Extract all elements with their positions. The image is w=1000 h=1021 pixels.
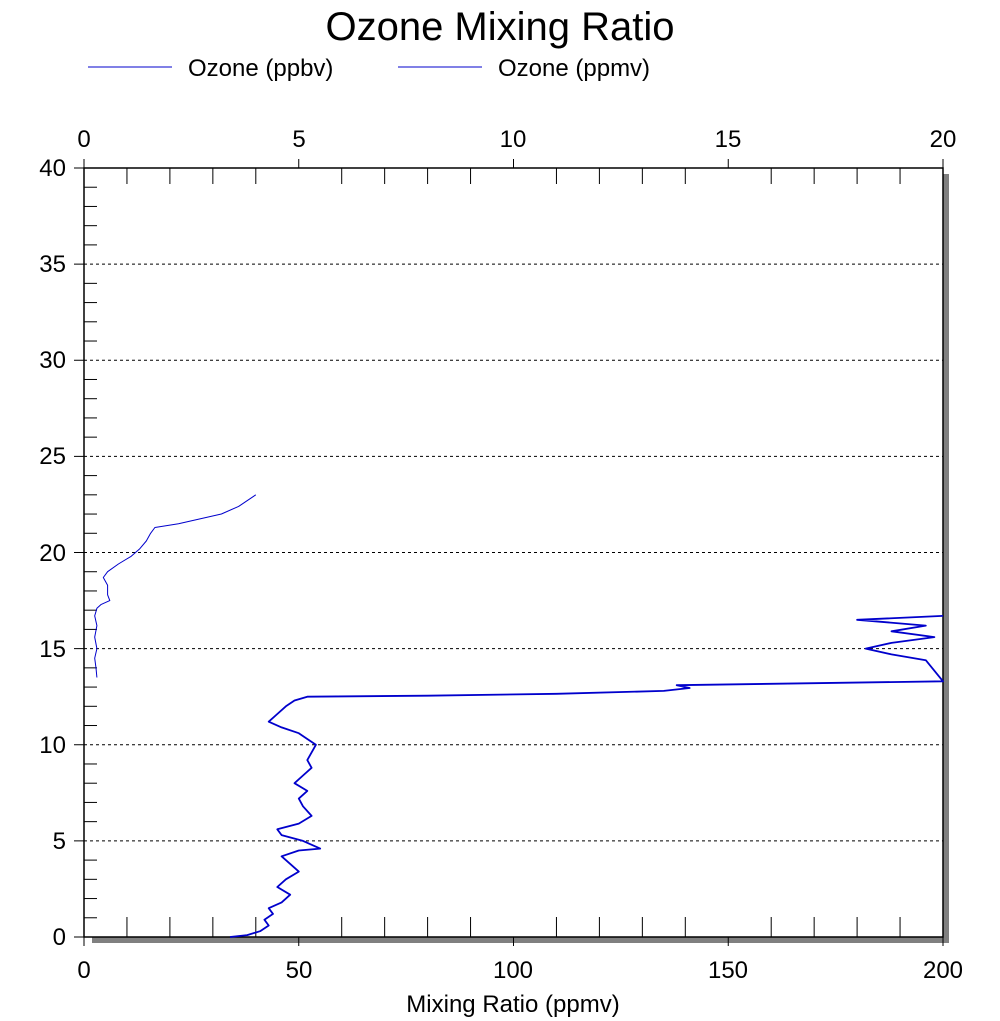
y-tick-label: 30 <box>39 347 66 374</box>
series-line-ozone-ppmv <box>94 494 257 678</box>
top-tick-label: 20 <box>930 126 957 153</box>
y-tick-label: 0 <box>53 924 66 951</box>
y-tick-label: 40 <box>39 155 66 182</box>
plot-shadow-bottom <box>92 937 949 943</box>
bottom-tick-label: 150 <box>708 957 748 984</box>
minor-ticks <box>74 159 944 946</box>
y-tick-label: 15 <box>39 636 66 663</box>
y-axis-ticks: 0 5 10 15 20 25 30 35 40 <box>39 155 66 951</box>
series-layer <box>94 494 944 938</box>
top-tick-label: 10 <box>500 126 527 153</box>
bottom-tick-label: 50 <box>286 957 313 984</box>
series-line-ozone-ppbv <box>229 615 944 938</box>
bottom-axis-ticks: 0 50 100 150 200 <box>77 957 963 984</box>
y-tick-label: 25 <box>39 443 66 470</box>
plot-shadow-right <box>943 174 949 943</box>
bottom-tick-label: 200 <box>923 957 963 984</box>
y-tick-label: 20 <box>39 540 66 567</box>
top-tick-label: 15 <box>715 126 742 153</box>
top-tick-label: 5 <box>292 126 305 153</box>
legend-label-ozone-ppbv: Ozone (ppbv) <box>188 55 333 82</box>
chart-title: Ozone Mixing Ratio <box>325 5 674 49</box>
legend-label-ozone-ppmv: Ozone (ppmv) <box>498 55 650 82</box>
legend: Ozone (ppbv) Ozone (ppmv) <box>88 55 650 82</box>
y-tick-label: 5 <box>53 828 66 855</box>
gridlines <box>84 263 943 842</box>
x-axis-title: Mixing Ratio (ppmv) <box>406 991 619 1018</box>
y-tick-label: 10 <box>39 732 66 759</box>
top-axis-ticks: 0 5 10 15 20 <box>77 126 956 153</box>
y-tick-label: 35 <box>39 251 66 278</box>
bottom-tick-label: 100 <box>493 957 533 984</box>
bottom-tick-label: 0 <box>77 957 90 984</box>
top-tick-label: 0 <box>77 126 90 153</box>
